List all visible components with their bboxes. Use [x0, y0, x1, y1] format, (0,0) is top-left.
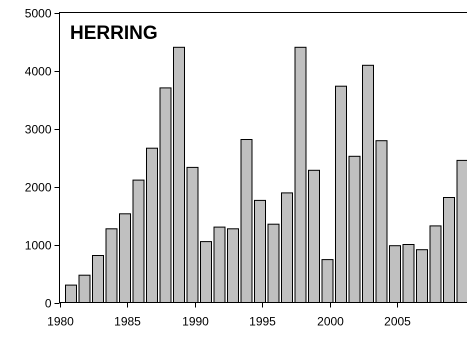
bar-2004: [389, 245, 401, 303]
bar-2005: [402, 244, 415, 303]
bar-1997: [294, 46, 307, 303]
bar-1992: [227, 228, 239, 303]
bar-2006: [416, 249, 428, 303]
bar-1998: [308, 169, 320, 303]
y-tick-label: 1000: [25, 239, 52, 253]
bar-1994: [254, 199, 266, 303]
x-tick-label: 1995: [249, 315, 276, 329]
bar-1993: [240, 139, 253, 303]
bar-1988: [173, 46, 185, 303]
y-tick-label: 2000: [25, 181, 52, 195]
chart-title: HERRING: [70, 23, 158, 44]
x-tick-label: 1990: [182, 315, 209, 329]
bar-1999: [321, 259, 334, 304]
bar-1996: [281, 192, 293, 303]
bar-1981: [78, 274, 91, 304]
bar-1984: [119, 213, 131, 303]
bar-2000: [335, 85, 347, 303]
bar-1991: [213, 226, 226, 304]
bar-2002: [362, 64, 374, 303]
x-tick-label: 2000: [317, 315, 344, 329]
bar-series: [65, 46, 467, 304]
x-tick-label: 1980: [47, 315, 74, 329]
bar-1990: [200, 241, 212, 304]
y-tick-label: 3000: [25, 123, 52, 137]
bar-2003: [375, 140, 388, 303]
x-axis-ticks: 1980 1985 1990 1995 2000 2005: [47, 302, 411, 329]
y-tick-label: 0: [45, 297, 52, 311]
bar-2007: [429, 225, 442, 303]
bar-1995: [267, 223, 280, 303]
bar-1986: [146, 147, 158, 303]
bar-1987: [159, 87, 172, 304]
x-tick-label: 1985: [114, 315, 141, 329]
bar-1989: [186, 166, 199, 303]
y-axis-ticks: 0 1000 2000 3000 4000 5000: [25, 7, 60, 311]
bar-1982: [92, 255, 104, 303]
bar-1980: [65, 284, 77, 304]
x-tick-label: 2005: [384, 315, 411, 329]
bar-1985: [132, 179, 145, 304]
y-tick-label: 5000: [25, 7, 52, 21]
bar-1983: [105, 228, 118, 303]
bar-2001: [348, 155, 361, 303]
y-tick-label: 4000: [25, 65, 52, 79]
bar-2008: [443, 197, 455, 303]
bar-2009: [456, 159, 467, 303]
